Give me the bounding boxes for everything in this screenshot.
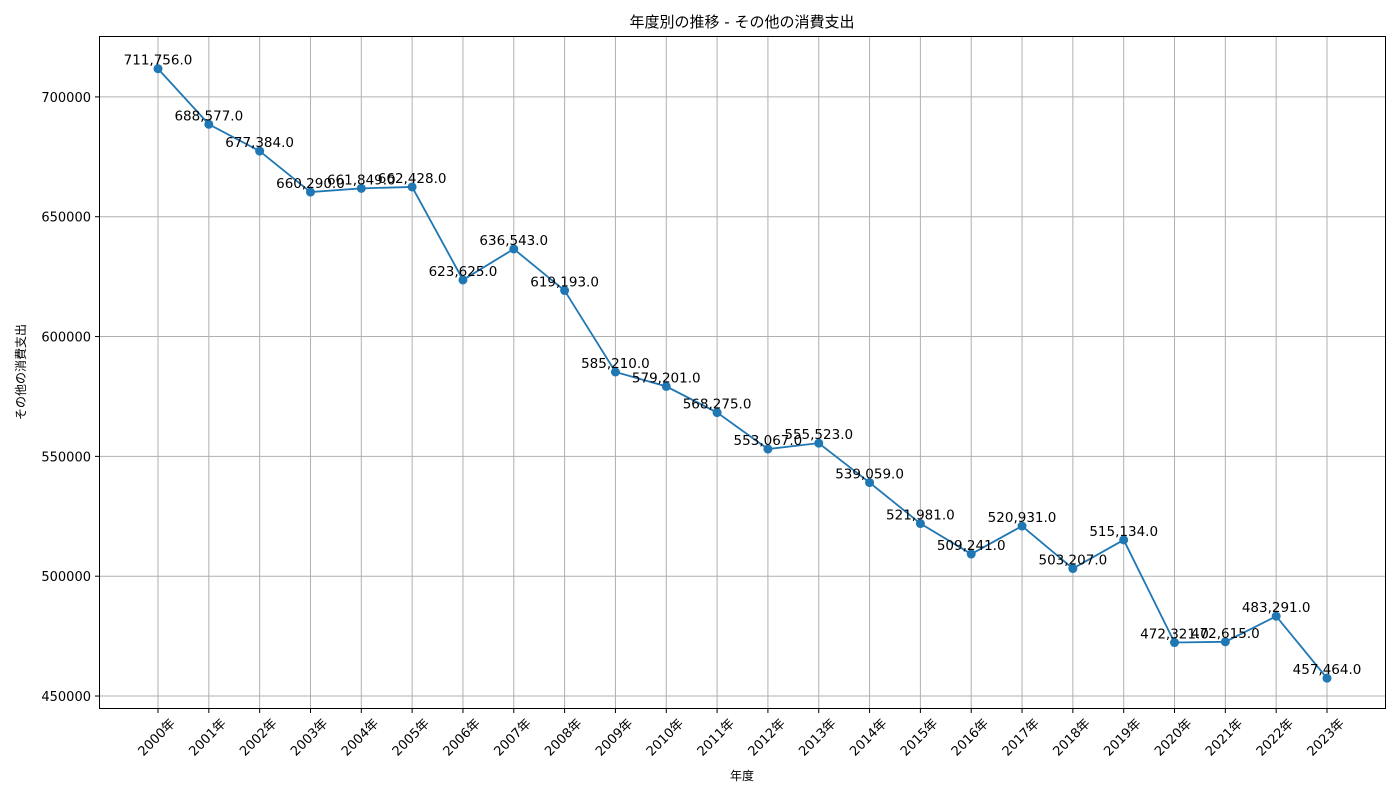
y-tick-label: 650000 xyxy=(41,211,91,226)
x-tick-label: 2007年 xyxy=(491,716,534,759)
x-tick-label: 2023年 xyxy=(1305,716,1348,759)
x-tick-label: 2006年 xyxy=(441,716,484,759)
data-point xyxy=(1220,637,1230,647)
data-point xyxy=(305,187,315,197)
series-polyline xyxy=(157,68,1328,679)
data-point xyxy=(661,381,671,391)
x-tick-label: 2002年 xyxy=(237,716,280,759)
data-label: 677,384.0 xyxy=(225,135,294,151)
x-tick-label: 2012年 xyxy=(746,716,789,759)
data-point xyxy=(1068,564,1078,574)
data-label: 619,193.0 xyxy=(530,275,599,291)
y-axis-label: その他の消費支出 xyxy=(13,324,28,420)
y-axis: 450000 500000 550000 600000 650000 700000 xyxy=(41,91,100,705)
data-point xyxy=(153,64,163,74)
x-tick-label: 2008年 xyxy=(542,716,585,759)
x-tick-label: 2014年 xyxy=(847,716,890,759)
data-label: 661,849.0 xyxy=(327,172,396,188)
x-tick-label: 2011年 xyxy=(695,716,738,759)
data-point xyxy=(458,275,468,285)
data-label: 509,241.0 xyxy=(937,538,1006,554)
data-label: 579,201.0 xyxy=(632,370,701,386)
x-tick-label: 2003年 xyxy=(288,716,331,759)
grid-lines xyxy=(100,37,1385,708)
chart-title: 年度別の推移 - その他の消費支出 xyxy=(630,13,855,31)
x-tick-label: 2020年 xyxy=(1152,716,1195,759)
data-labels: 711,756.0 688,577.0 677,384.0 660,290.0661,… xyxy=(124,53,1362,678)
y-tick-label: 700000 xyxy=(41,91,91,106)
x-tick-label: 2015年 xyxy=(898,716,941,759)
data-point xyxy=(407,182,417,192)
series-line xyxy=(157,68,1328,679)
data-label: 539,059.0 xyxy=(835,467,904,483)
data-label: 636,543.0 xyxy=(479,233,548,249)
data-point xyxy=(509,244,519,254)
data-point xyxy=(204,119,214,129)
data-point xyxy=(1322,673,1332,683)
y-tick-label: 500000 xyxy=(41,570,91,585)
data-label: 662,428.0 xyxy=(378,171,447,187)
y-tick-label: 450000 xyxy=(41,690,91,705)
data-point xyxy=(763,444,773,454)
y-tick-label: 600000 xyxy=(41,331,91,346)
data-point xyxy=(865,478,875,488)
data-point xyxy=(1017,521,1027,531)
x-tick-label: 2010年 xyxy=(644,716,687,759)
x-tick-label: 2009年 xyxy=(593,716,636,759)
data-point xyxy=(356,183,366,193)
x-tick-label: 2000年 xyxy=(136,716,179,759)
x-tick-label: 2022年 xyxy=(1254,716,1297,759)
data-label: 520,931.0 xyxy=(988,510,1057,526)
x-tick-label: 2001年 xyxy=(186,716,229,759)
x-tick-label: 2021年 xyxy=(1203,716,1246,759)
data-point xyxy=(814,438,824,448)
data-points xyxy=(153,64,1332,683)
x-tick-label: 2016年 xyxy=(949,716,992,759)
data-label: 503,207.0 xyxy=(1039,553,1108,569)
x-tick-label: 2004年 xyxy=(339,716,382,759)
data-label: 623,625.0 xyxy=(429,264,498,280)
data-label: 553,067.0 xyxy=(734,433,803,449)
data-point xyxy=(610,367,620,377)
x-tick-label: 2005年 xyxy=(390,716,433,759)
data-label: 555,523.0 xyxy=(784,427,853,443)
data-point xyxy=(255,146,265,156)
data-label: 585,210.0 xyxy=(581,356,650,372)
data-point xyxy=(712,408,722,418)
data-point xyxy=(915,519,925,529)
data-label: 711,756.0 xyxy=(124,53,193,69)
x-axis-label: 年度 xyxy=(730,768,754,783)
data-label: 483,291.0 xyxy=(1242,600,1311,616)
plot-frame xyxy=(99,36,1386,709)
x-tick-label: 2017年 xyxy=(1000,716,1043,759)
x-tick-label: 2018年 xyxy=(1050,716,1093,759)
data-point xyxy=(560,286,570,296)
data-point xyxy=(1271,611,1281,621)
data-label: 457,464.0 xyxy=(1293,662,1362,678)
x-tick-label: 2013年 xyxy=(796,716,839,759)
x-axis: 2000年 2001年 2002年 2003年 2004年 2005年 2006年 2007年… xyxy=(136,708,1348,759)
data-label: 472,321.0 xyxy=(1140,627,1209,643)
data-point xyxy=(1170,638,1180,648)
data-label: 568,275.0 xyxy=(683,397,752,413)
data-label: 688,577.0 xyxy=(174,108,243,124)
data-label: 521,981.0 xyxy=(886,508,955,524)
data-point xyxy=(966,549,976,559)
y-tick-label: 550000 xyxy=(41,450,91,465)
data-point xyxy=(1119,535,1129,545)
data-label: 515,134.0 xyxy=(1089,524,1158,540)
x-tick-label: 2019年 xyxy=(1101,716,1144,759)
data-label: 660,290.0 xyxy=(276,176,345,192)
data-label: 472,615.0 xyxy=(1191,626,1260,642)
